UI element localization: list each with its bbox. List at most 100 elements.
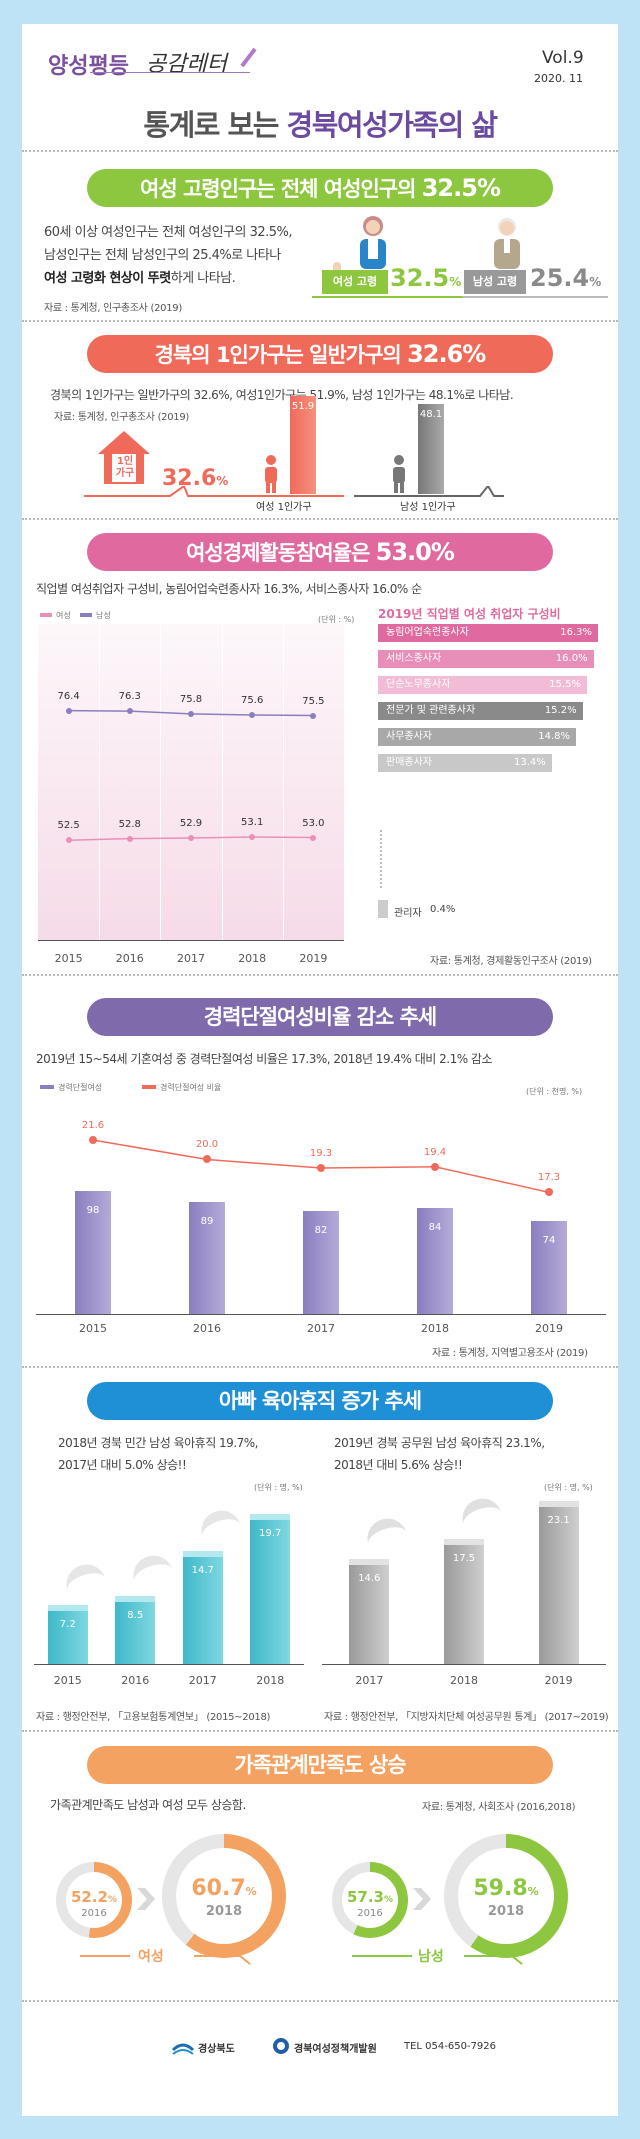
- s1-desc-line1: 60세 이상 여성인구는 전체 여성인구의 32.5%,: [44, 225, 293, 240]
- private-axis: [34, 1664, 304, 1665]
- year-label: 2018: [421, 1322, 449, 1335]
- female-one-person-value: 51.9: [291, 401, 315, 412]
- job-name: 농림어업숙련종사자: [386, 627, 469, 638]
- female-elderly-number: 32.5: [390, 264, 450, 292]
- legend-female-swatch: [40, 613, 52, 617]
- male-elderly-number: 25.4: [530, 264, 590, 292]
- male-one-person-bar: [418, 404, 444, 494]
- volume: Vol.9: [542, 48, 584, 68]
- year-label: 2018: [450, 1674, 478, 1687]
- divider: [22, 2000, 618, 2002]
- year-label: 2017: [177, 952, 205, 965]
- male-value: 76.3: [118, 691, 141, 703]
- arrow-icon: [196, 1505, 242, 1541]
- male-elderly-pct: %: [589, 275, 602, 289]
- s5-left-source: 자료 : 행정안전부, 「고용보험통계연보」 (2015~2018): [36, 1712, 271, 1723]
- arrow-right-icon: [411, 1886, 437, 1912]
- job-bar: 서비스종사자 16.0%: [378, 650, 594, 668]
- admin-bar: [378, 900, 388, 918]
- divider: [22, 518, 618, 520]
- section1-banner: 여성 고령인구는 전체 여성인구의 32.5%: [87, 169, 553, 207]
- s2-title-b: 32.6%: [407, 340, 486, 368]
- career-break-chart: 98 2015 21.6 89 2016 20.0 82 2017 19.3 84 2018 19.4…: [36, 1104, 606, 1344]
- year-label: 2018: [256, 1674, 285, 1687]
- page-title-a: 통계로 보는: [143, 108, 279, 142]
- s1-title-b: 32.5%: [421, 174, 501, 202]
- grid-line: [99, 624, 101, 940]
- section2-banner: 경북의 1인가구는 일반가구의 32.6%: [87, 335, 553, 373]
- arrow-icon: [457, 1493, 503, 1529]
- org2: 경북여성정책개발원: [294, 2044, 377, 2055]
- year-label: 2016: [121, 1674, 150, 1687]
- job-bar: 단순노무종사자 15.5%: [378, 676, 587, 694]
- leave-value: 14.6: [358, 1572, 381, 1584]
- count-value: 98: [86, 1204, 100, 1216]
- job-name: 사무종사자: [386, 731, 432, 742]
- job-value: 15.2%: [544, 705, 577, 716]
- rate-point: [203, 1155, 211, 1164]
- career-break-axis: [36, 1314, 606, 1315]
- one-person-total-pct: %: [216, 474, 229, 488]
- legend-male-swatch: [80, 613, 92, 617]
- legend-female: 여성: [56, 611, 71, 620]
- count-bar: [75, 1190, 111, 1314]
- participation-axis: [38, 940, 344, 941]
- job-chart-title: 2019년 직업별 여성 취업자 구성비: [378, 607, 561, 621]
- divider: [22, 1366, 618, 1368]
- year-label: 2017: [188, 1674, 217, 1687]
- female-2016-value: 52.2%: [56, 1888, 132, 1906]
- divider: [22, 320, 618, 322]
- section4-banner: 경력단절여성비율 감소 추세: [87, 998, 553, 1036]
- s6-desc: 가족관계만족도 남성과 여성 모두 상승함.: [50, 1798, 246, 1812]
- leave-bar: [444, 1545, 484, 1664]
- s3-title-b: 53.0%: [375, 538, 455, 566]
- female-2016-year: 2016: [81, 1908, 107, 1919]
- brand-title-b: 공감레터: [146, 52, 227, 77]
- grid-line: [160, 624, 162, 940]
- grid-line: [221, 624, 223, 940]
- female-value: 52.9: [179, 818, 203, 830]
- grid-line: [282, 624, 284, 940]
- participation-chart: 76.4 52.5 76.3 52.8 75.8 52.9 75.6 53.1 75.5 53.0: [38, 624, 344, 940]
- male-underline: [462, 296, 608, 298]
- female-2018-pct: %: [245, 1885, 257, 1898]
- brand-underline: [90, 72, 250, 73]
- one-person-total-number: 32.6: [162, 466, 217, 491]
- count-bar: [417, 1208, 453, 1314]
- s4-source: 자료 : 통계청, 지역별고용조사 (2019): [432, 1348, 588, 1359]
- leave-bar-top: [538, 1500, 579, 1507]
- s5-right-unit: (단위 : 명, %): [544, 1483, 593, 1492]
- job-bars-break: [380, 830, 382, 888]
- job-name: 판매종사자: [386, 757, 432, 768]
- gyeongbuk-logo-icon: [171, 2040, 195, 2056]
- female-baseline: [80, 1955, 251, 1965]
- s1-highlight: 여성 고령화 현상이 뚜렷: [44, 271, 171, 286]
- leave-bar: [47, 1611, 88, 1664]
- leave-bar-top: [250, 1514, 291, 1521]
- section6-banner: 가족관계만족도 상승: [87, 1746, 553, 1784]
- s2-source: 자료: 통계청, 인구총조사 (2019): [54, 412, 190, 423]
- job-value: 15.5%: [549, 679, 581, 690]
- legend-rate-swatch: [142, 1085, 156, 1089]
- admin-value: 0.4%: [430, 904, 456, 915]
- leave-bar: [182, 1556, 223, 1664]
- ring-inner: [458, 1848, 554, 1944]
- infographic-page: 양성평등 공감레터 Vol.9 2020. 11 통계로 보는 경북여성가족의 …: [22, 24, 618, 2116]
- female-point: [65, 837, 72, 844]
- count-value: 84: [428, 1222, 442, 1234]
- s1-source: 자료 : 통계청, 인구총조사 (2019): [44, 303, 182, 314]
- arrow-icon: [128, 1550, 174, 1586]
- institute-logo-icon: [272, 2037, 290, 2055]
- divider: [22, 974, 618, 976]
- s3-unit: (단위 : %): [318, 615, 355, 624]
- male-line: [68, 709, 314, 717]
- male-value: 75.8: [179, 693, 203, 705]
- public-leave-chart: 14.6 2017 17.5 2018 23.1 2019: [322, 1493, 606, 1698]
- female-label: 여성: [138, 1949, 164, 1965]
- house-label: 1인 가구: [115, 456, 135, 479]
- telephone: TEL 054-650-7926: [404, 2041, 497, 2052]
- public-axis: [322, 1664, 606, 1665]
- leave-bar-top: [115, 1595, 156, 1602]
- female-one-person-bar: [290, 396, 316, 494]
- leave-bar-top: [182, 1550, 223, 1557]
